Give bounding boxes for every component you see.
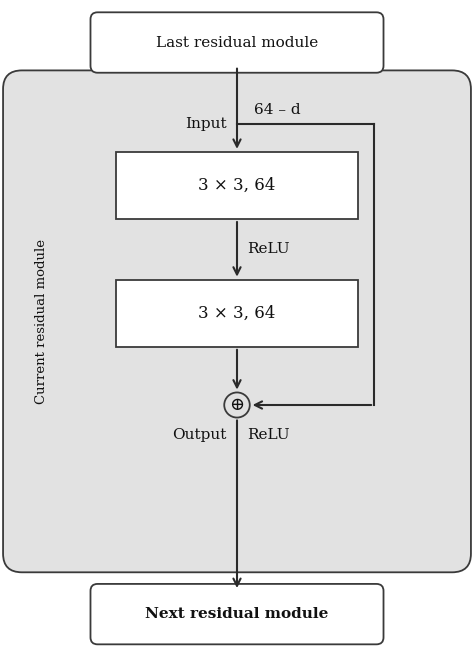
FancyBboxPatch shape <box>117 152 357 219</box>
Text: ReLU: ReLU <box>247 428 290 442</box>
FancyBboxPatch shape <box>91 584 383 644</box>
Text: 64 – d: 64 – d <box>254 103 300 117</box>
Text: ReLU: ReLU <box>247 243 290 256</box>
Text: Next residual module: Next residual module <box>146 607 328 621</box>
Text: 3 × 3, 64: 3 × 3, 64 <box>198 177 276 194</box>
Text: 3 × 3, 64: 3 × 3, 64 <box>198 304 276 321</box>
FancyBboxPatch shape <box>117 280 357 347</box>
FancyBboxPatch shape <box>91 12 383 73</box>
Text: Last residual module: Last residual module <box>156 35 318 50</box>
Text: Input: Input <box>185 117 227 131</box>
FancyBboxPatch shape <box>3 70 471 572</box>
Text: ⊕: ⊕ <box>229 396 245 414</box>
Text: Current residual module: Current residual module <box>35 239 48 404</box>
Text: Output: Output <box>172 428 227 442</box>
